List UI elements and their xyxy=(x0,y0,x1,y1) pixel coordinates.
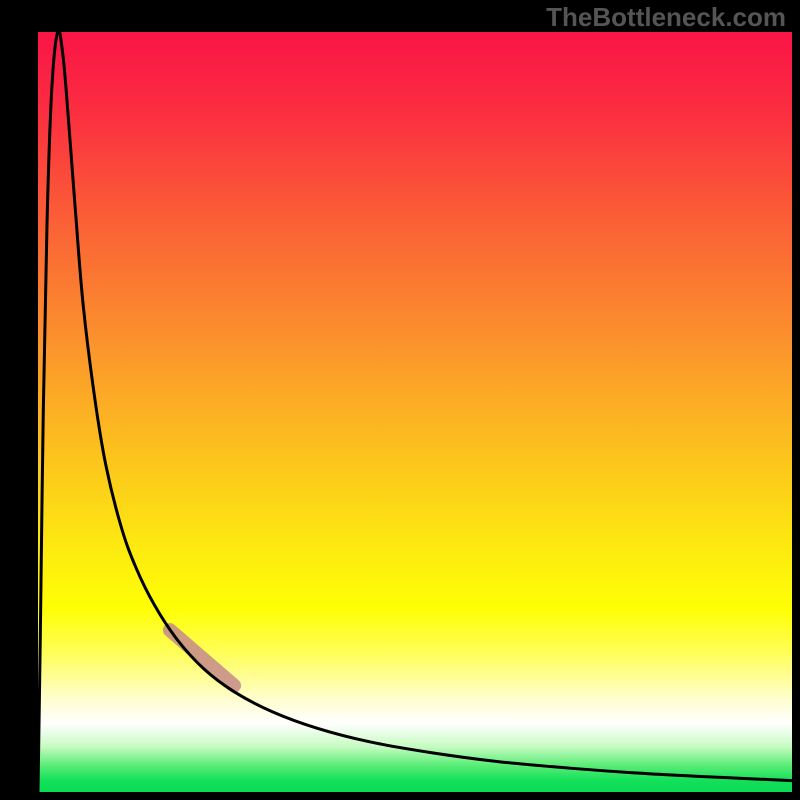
chart-container: TheBottleneck.com xyxy=(0,0,800,800)
bottleneck-curve xyxy=(38,32,792,792)
curve-path xyxy=(38,32,792,792)
watermark-text: TheBottleneck.com xyxy=(546,2,786,33)
plot-area xyxy=(38,32,792,792)
highlight-segment xyxy=(170,630,234,685)
